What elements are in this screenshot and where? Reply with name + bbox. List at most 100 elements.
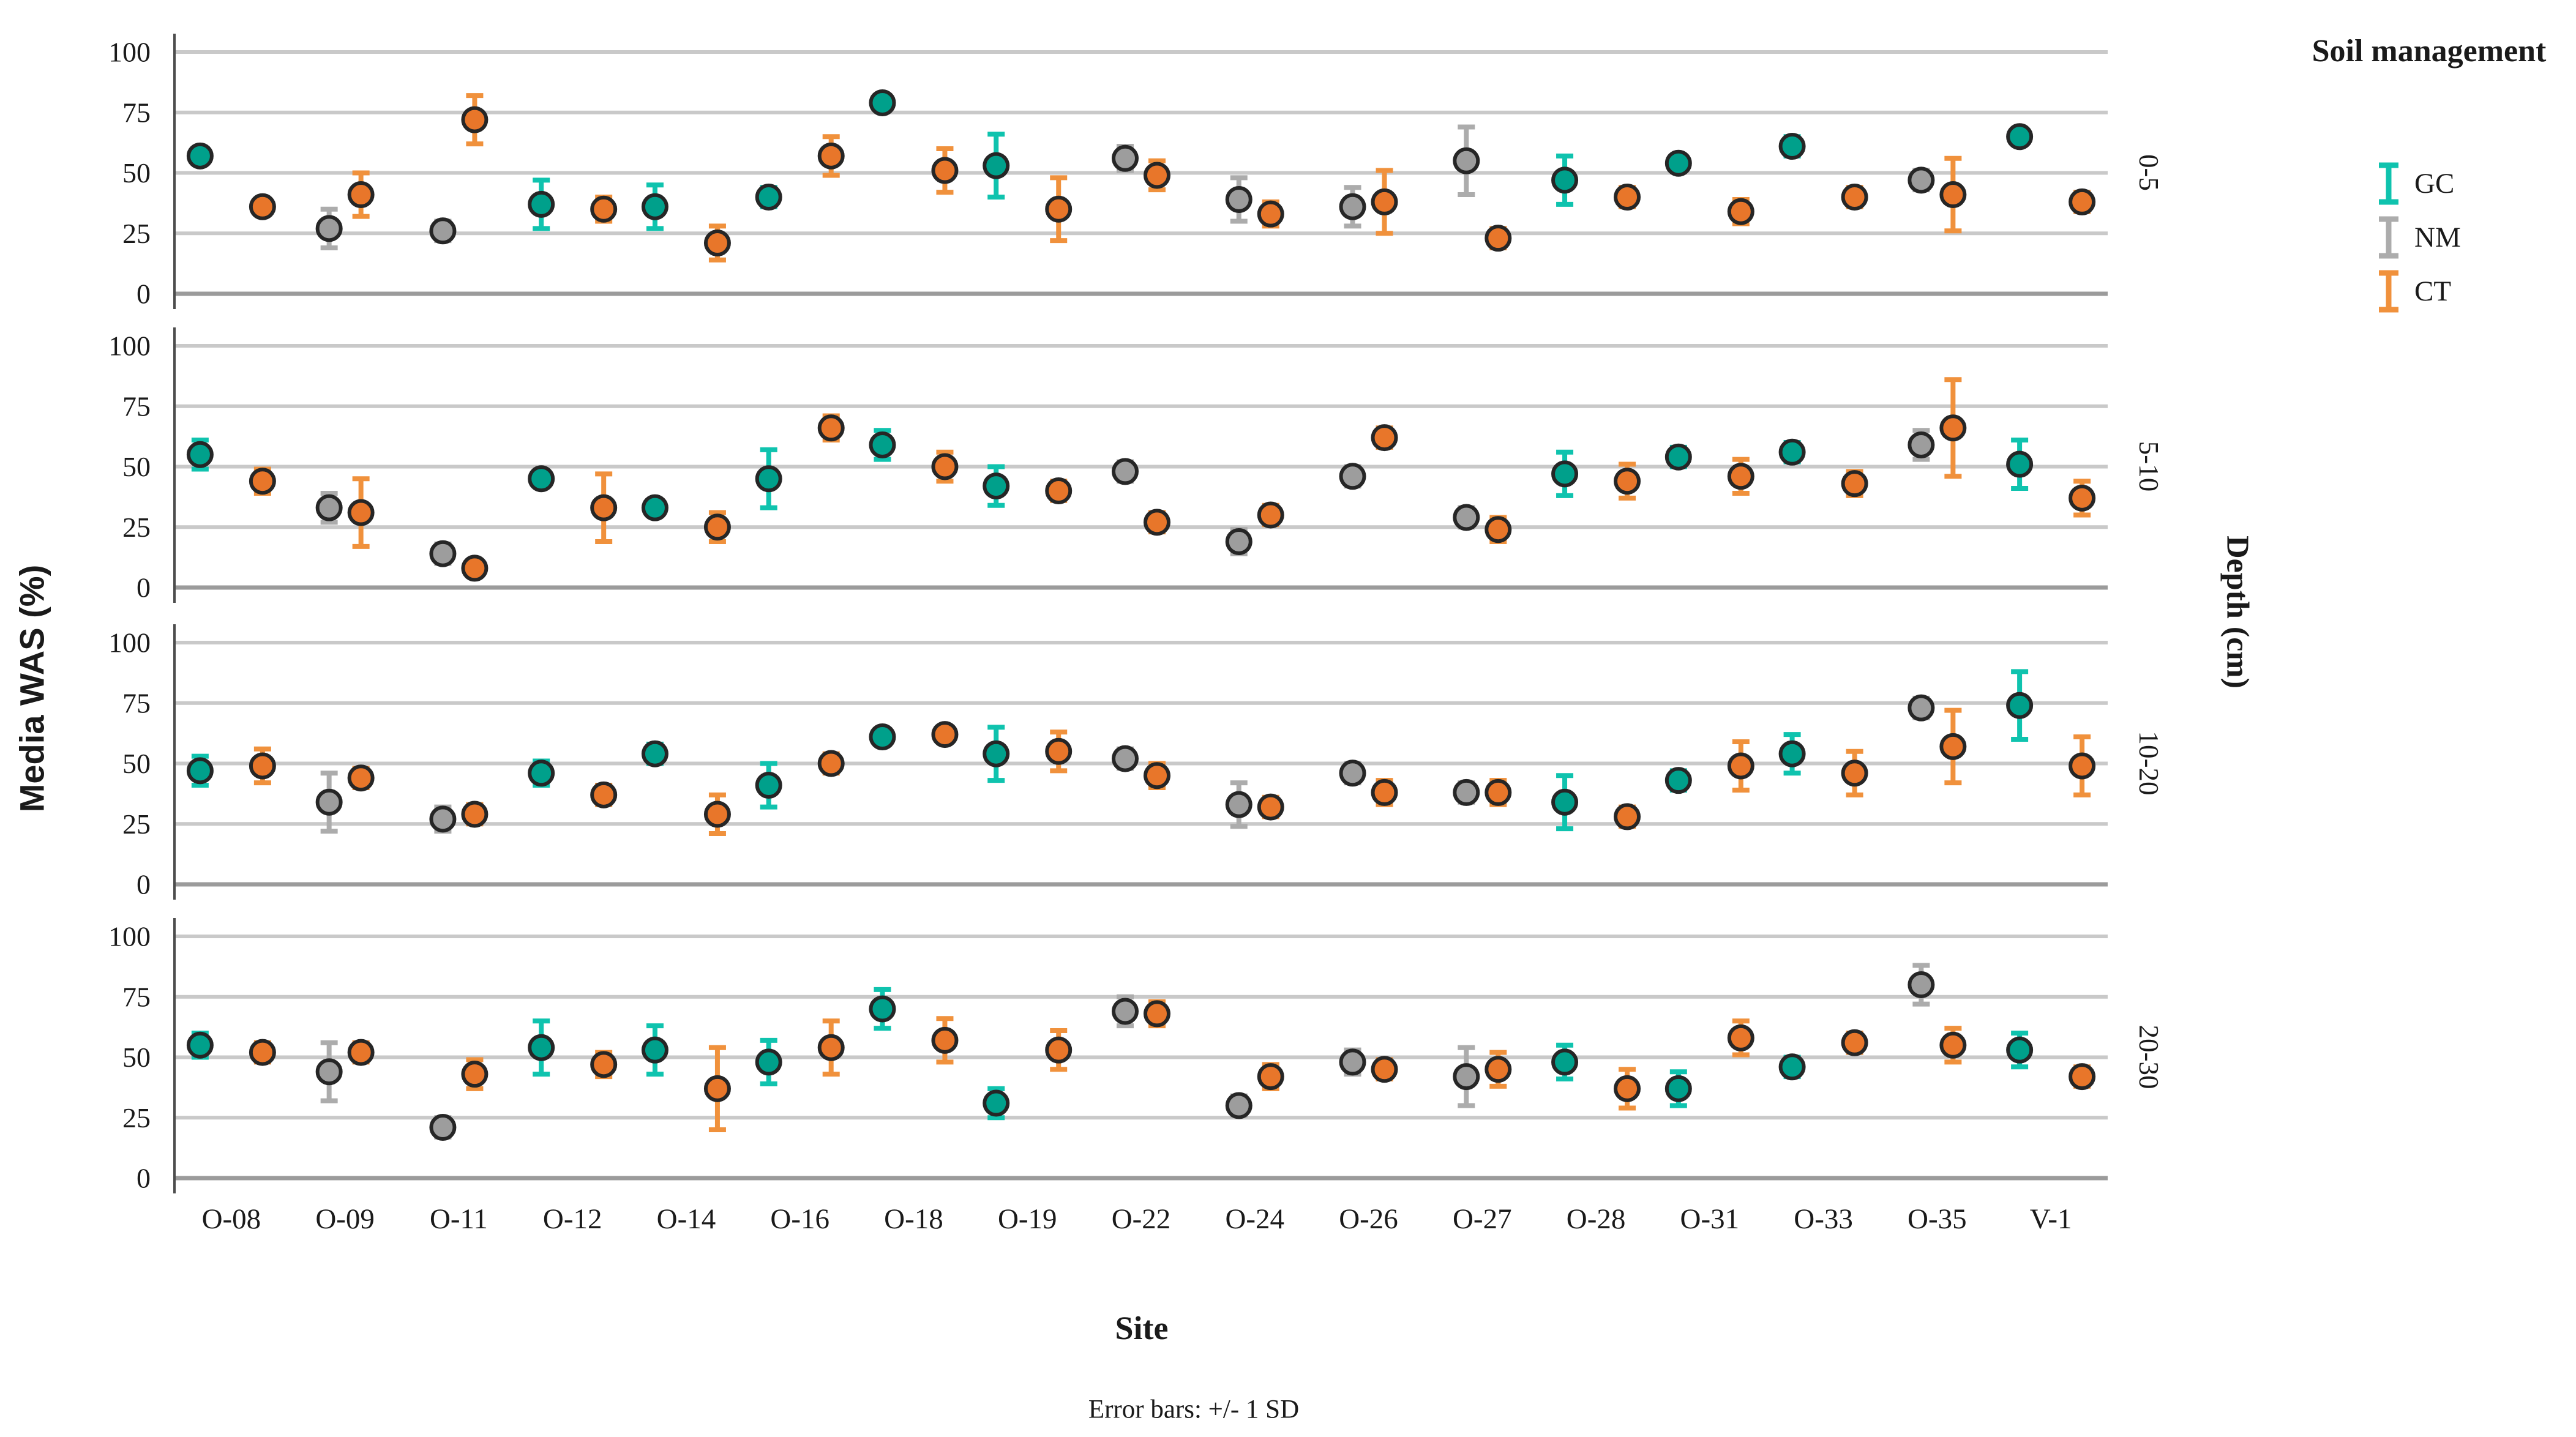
y-tick-label: 75 (122, 687, 151, 718)
data-point-marker (983, 1089, 1010, 1117)
data-point-marker (1045, 477, 1073, 504)
data-point-marker (703, 230, 731, 257)
y-tick-label: 50 (122, 451, 151, 482)
data-point-marker (1485, 516, 1512, 543)
data-point-marker (1841, 760, 1868, 787)
data-point-marker (1778, 740, 1806, 767)
data-point-marker (1257, 200, 1284, 228)
site-label: O-18 (884, 1203, 943, 1235)
data-point-marker (528, 190, 555, 218)
y-tick-label: 100 (108, 627, 151, 659)
data-point-marker (1664, 767, 1692, 794)
data-point-marker (755, 465, 782, 493)
y-tick-label: 25 (122, 512, 151, 543)
data-point-marker (315, 494, 343, 521)
y-tick-label: 75 (122, 390, 151, 422)
data-point-marker (641, 494, 668, 521)
data-point-marker (461, 1061, 489, 1088)
data-point-marker (1939, 181, 1967, 209)
y-tick-label: 50 (122, 748, 151, 779)
site-label: O-35 (1908, 1203, 1967, 1235)
data-point-marker (1664, 443, 1692, 471)
data-point-marker (1112, 998, 1139, 1025)
data-point-marker (817, 750, 845, 777)
data-point-marker (347, 764, 375, 792)
data-point-marker (528, 760, 555, 787)
panel-depth-label-20-30: 20-30 (2133, 1025, 2164, 1089)
legend-title: Soil management (2312, 34, 2547, 69)
y-axis-title: Media WAS (%) (12, 564, 51, 813)
data-point-marker (1841, 184, 1868, 211)
site-label: O-14 (657, 1203, 716, 1235)
data-point-marker (1045, 737, 1073, 765)
data-point-marker (1371, 778, 1398, 806)
data-point-marker (2006, 123, 2034, 151)
data-point-marker (1778, 1053, 1806, 1081)
data-point-marker (590, 1051, 618, 1078)
data-point-marker (186, 142, 214, 170)
data-point-marker (2006, 1036, 2034, 1064)
data-point-marker (983, 152, 1010, 179)
data-point-marker (1453, 504, 1480, 531)
data-point-marker (1144, 162, 1170, 189)
data-point-marker (1841, 1029, 1868, 1056)
site-label: O-19 (998, 1203, 1057, 1235)
data-point-marker (869, 431, 896, 458)
data-point-marker (1841, 470, 1868, 498)
data-point-marker (641, 740, 668, 767)
data-point-marker (817, 142, 845, 170)
y-tick-label: 100 (108, 330, 151, 362)
data-point-marker (590, 195, 618, 223)
data-point-marker (1144, 1000, 1170, 1028)
data-point-marker (2069, 1063, 2096, 1091)
data-point-marker (249, 752, 276, 780)
panel-depth-label-10-20: 10-20 (2133, 731, 2164, 796)
data-point-marker (1144, 762, 1170, 789)
y-tick-label: 50 (122, 157, 151, 188)
error-bars-footnote: Error bars: +/- 1 SD (1088, 1395, 1300, 1424)
data-point-marker (1453, 778, 1480, 806)
data-point-marker (1614, 468, 1641, 495)
data-point-marker (1453, 147, 1480, 174)
site-label: O-24 (1225, 1203, 1284, 1235)
legend-label-nm: NM (2414, 222, 2461, 253)
data-point-marker (1551, 460, 1579, 488)
data-point-marker (1551, 166, 1579, 194)
y-tick-label: 100 (108, 37, 151, 68)
data-point-marker (1045, 195, 1073, 223)
site-label: O-22 (1112, 1203, 1171, 1235)
data-point-marker (1727, 463, 1754, 490)
data-point-marker (641, 193, 668, 220)
data-point-marker (931, 1026, 959, 1054)
data-point-marker (869, 89, 896, 116)
y-tick-label: 25 (122, 218, 151, 249)
data-point-marker (1112, 458, 1139, 485)
data-point-marker (590, 781, 618, 808)
data-point-marker (1939, 733, 1967, 760)
data-point-marker (429, 540, 457, 567)
site-label: O-08 (202, 1203, 261, 1235)
data-point-marker (1485, 1056, 1512, 1083)
data-point-marker (1045, 1036, 1073, 1064)
data-point-marker (1551, 1048, 1579, 1076)
site-label: O-09 (315, 1203, 375, 1235)
data-point-marker (869, 995, 896, 1023)
data-point-marker (1112, 745, 1139, 772)
data-point-marker (1257, 1063, 1284, 1091)
data-point-marker (1339, 463, 1366, 490)
site-label: O-27 (1453, 1203, 1512, 1235)
data-point-marker (641, 1036, 668, 1064)
site-label: O-31 (1680, 1203, 1740, 1235)
data-point-marker (869, 723, 896, 751)
data-point-marker (429, 805, 457, 833)
data-point-marker (315, 215, 343, 242)
site-label: O-16 (770, 1203, 829, 1235)
data-point-marker (1257, 793, 1284, 821)
y-tick-label: 100 (108, 921, 151, 952)
data-point-marker (2069, 752, 2096, 780)
y-tick-label: 0 (137, 1163, 151, 1194)
right-axis-title: Depth (cm) (2220, 536, 2255, 689)
site-label: O-28 (1567, 1203, 1626, 1235)
